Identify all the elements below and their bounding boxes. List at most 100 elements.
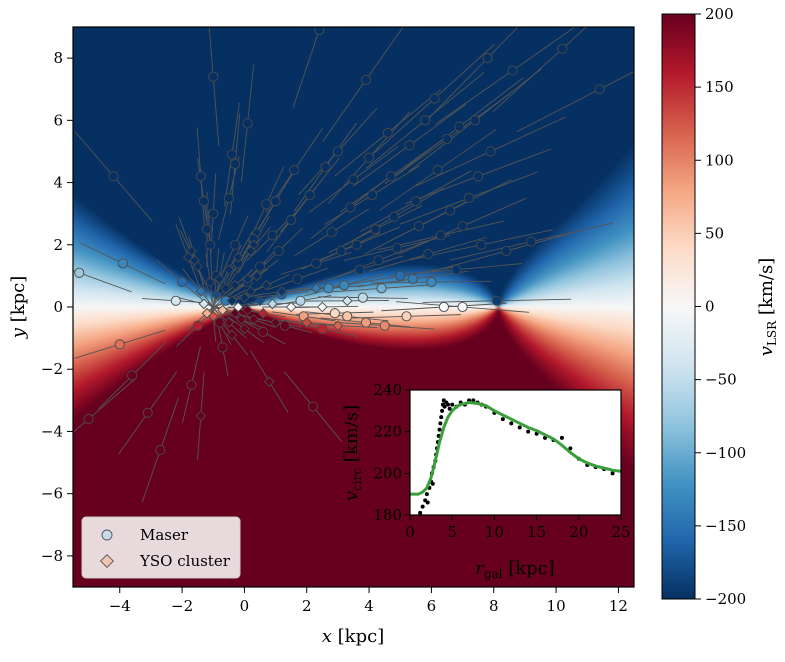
maser-point — [192, 320, 203, 331]
rotation-curve-point — [500, 417, 505, 422]
inset-y-tick-label: 200 — [373, 464, 402, 482]
maser-point — [304, 189, 315, 201]
yso-cluster-point — [220, 283, 232, 294]
colorbar-tick-label: −100 — [705, 444, 746, 462]
maser-point — [295, 295, 306, 306]
yso-cluster-point — [195, 286, 207, 297]
yso-cluster-point — [226, 329, 238, 341]
maser-point — [454, 121, 465, 132]
yso-cluster-point — [251, 270, 263, 282]
maser-point — [426, 277, 437, 288]
y-tick-label: −4 — [41, 422, 63, 440]
rotation-curve-point — [424, 492, 429, 497]
yso-cluster-point — [245, 286, 256, 297]
maser-point — [83, 413, 94, 425]
inset-y-tick-label: 220 — [373, 423, 402, 441]
maser-point — [177, 277, 188, 288]
yso-cluster-point — [217, 304, 228, 316]
maser-point — [354, 264, 365, 275]
maser-point — [457, 301, 468, 313]
maser-point — [441, 133, 453, 145]
inset-y-tick-label: 240 — [373, 381, 402, 399]
colorbar-gradient — [661, 13, 696, 600]
maser-point — [491, 295, 502, 306]
yso-cluster-point — [232, 251, 244, 263]
maser-point — [289, 165, 300, 176]
maser-point — [142, 407, 153, 418]
maser-point — [114, 339, 125, 350]
maser-point — [335, 245, 347, 257]
maser-point — [273, 245, 284, 257]
yso-cluster-point — [204, 276, 216, 288]
yso-cluster-point — [226, 295, 238, 307]
inset-x-tick-label: 5 — [447, 523, 457, 541]
maser-point — [270, 196, 281, 207]
colorbar-tick-label: 50 — [705, 224, 724, 242]
maser-point — [332, 146, 343, 157]
rotation-curve-point — [420, 504, 425, 509]
yso-cluster-point — [211, 289, 222, 300]
inset-y-ticks: 180 200 220 240 — [373, 381, 410, 524]
main-x-ticks: −4 −2 0 2 4 6 8 10 12 — [109, 587, 628, 615]
maser-point — [388, 211, 400, 222]
maser-point — [345, 202, 356, 213]
maser-point — [463, 193, 474, 204]
y-tick-label: 4 — [53, 174, 63, 192]
yso-cluster-point — [232, 301, 244, 313]
rotation-curve-fit — [410, 401, 621, 496]
maser-point — [376, 283, 387, 294]
maser-point — [501, 245, 512, 257]
maser-point — [435, 230, 446, 241]
maser-point — [326, 227, 337, 238]
maser-point — [195, 171, 206, 182]
colorbar-tick-label: 200 — [705, 5, 734, 23]
main-x-label: x [kpc] — [322, 626, 384, 647]
yso-cluster-point — [267, 298, 278, 310]
colorbar-ticks: −200 −150 −100 −50 0 50 100 150 200 — [695, 5, 746, 608]
maser-point — [208, 71, 219, 82]
maser-point — [373, 255, 384, 266]
maser-point — [473, 171, 484, 182]
inset-background — [410, 390, 621, 515]
rotation-curve-point — [509, 421, 514, 426]
y-tick-label: 0 — [53, 298, 63, 316]
maser-point — [370, 224, 381, 235]
y-tick-label: −2 — [41, 360, 63, 378]
yso-cluster-point — [235, 314, 247, 325]
maser-point — [292, 273, 303, 285]
maser-point — [413, 221, 425, 232]
maser-point — [395, 270, 406, 281]
maser-point — [205, 239, 216, 250]
maser-point — [317, 323, 328, 334]
x-tick-label: −2 — [171, 597, 193, 615]
maser-point — [258, 326, 269, 337]
yso-cluster-point — [317, 301, 328, 313]
maser-point — [254, 261, 266, 272]
x-tick-label: 8 — [489, 597, 499, 615]
x-tick-label: 6 — [427, 597, 437, 615]
rotation-curve-point — [418, 510, 423, 515]
legend-maser-marker — [101, 529, 113, 541]
maser-point — [314, 27, 325, 36]
maser-point — [223, 193, 234, 204]
maser-point — [404, 140, 415, 151]
y-tick-label: 6 — [53, 111, 63, 129]
inset-x-tick-label: 20 — [569, 523, 588, 541]
maser-point — [127, 370, 138, 381]
colorbar: −200 −150 −100 −50 0 50 100 150 200 vLSR [km/s] — [661, 5, 779, 608]
yso-cluster-point — [242, 273, 253, 285]
yso-cluster-point — [239, 292, 250, 303]
maser-point — [230, 158, 241, 169]
yso-cluster-point — [301, 317, 313, 328]
maser-point — [267, 230, 278, 241]
y-tick-label: −8 — [41, 547, 63, 565]
maser-point — [410, 196, 421, 207]
yso-cluster-point — [223, 317, 235, 328]
yso-cluster-point — [257, 307, 269, 319]
maser-point — [214, 317, 225, 328]
inset-x-ticks: 0 5 10 15 20 25 — [405, 515, 631, 541]
maser-point — [230, 239, 241, 250]
maser-point — [170, 295, 181, 306]
maser-point — [357, 292, 368, 303]
y-tick-label: 8 — [53, 49, 63, 67]
